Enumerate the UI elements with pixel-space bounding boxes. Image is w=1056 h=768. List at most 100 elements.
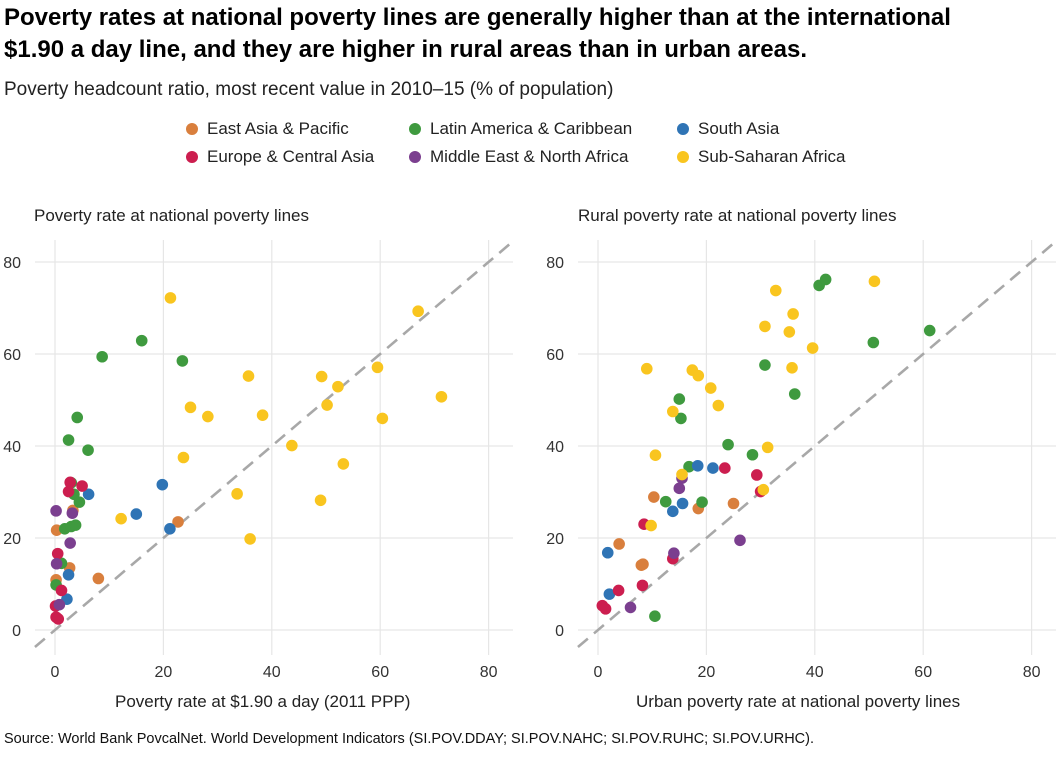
legend-swatch	[677, 123, 689, 135]
data-point	[64, 537, 76, 549]
gridlines	[578, 240, 1056, 655]
data-point	[435, 390, 448, 403]
data-point	[668, 547, 680, 559]
data-point	[722, 438, 734, 451]
x-tick-label: 0	[594, 664, 603, 681]
data-point	[649, 610, 661, 622]
data-point	[50, 505, 62, 517]
data-point	[923, 324, 936, 337]
data-point	[52, 613, 65, 625]
legend-item-middle-east-north-africa: Middle East & North Africa	[409, 147, 628, 167]
y-tick-label: 60	[546, 347, 564, 364]
left-panel-title: Poverty rate at national poverty lines	[34, 206, 309, 225]
data-point	[867, 336, 880, 349]
x-tick-label: 60	[914, 664, 932, 681]
data-point	[55, 584, 68, 597]
data-point	[69, 519, 82, 531]
data-point	[92, 572, 105, 585]
data-point	[599, 603, 612, 615]
data-point	[53, 598, 66, 611]
source-note: Source: World Bank PovcalNet. World Deve…	[4, 731, 815, 747]
data-point	[769, 284, 782, 297]
x-tick-label: 20	[698, 664, 716, 681]
y-tick-label: 20	[3, 531, 21, 548]
data-point	[676, 468, 688, 481]
data-point	[757, 483, 770, 496]
legend-label: Latin America & Caribbean	[430, 119, 633, 138]
data-point	[666, 405, 679, 418]
data-point	[691, 459, 704, 472]
data-point	[666, 505, 679, 518]
reference-line-y-equals-x	[577, 240, 1056, 649]
data-point	[727, 497, 740, 510]
data-point	[371, 361, 384, 374]
left-x-axis-label: Poverty rate at $1.90 a day (2011 PPP)	[115, 692, 411, 711]
data-point	[164, 523, 176, 535]
data-point	[759, 320, 771, 333]
data-point	[746, 448, 759, 461]
data-point	[696, 496, 708, 508]
data-point	[62, 569, 75, 581]
series-sub-saharan-africa	[640, 275, 881, 532]
legend-swatch	[186, 123, 198, 135]
data-point	[819, 273, 832, 286]
data-point	[613, 538, 625, 550]
data-point	[868, 275, 881, 288]
data-point	[636, 579, 649, 592]
data-point	[603, 588, 616, 600]
data-point	[712, 399, 725, 412]
y-tick-label: 40	[3, 439, 21, 456]
data-point	[286, 439, 298, 452]
data-point	[612, 584, 625, 597]
data-point	[707, 462, 719, 474]
data-point	[692, 369, 705, 382]
legend-item-latin-america-caribbean: Latin America & Caribbean	[409, 119, 632, 139]
data-point	[759, 359, 771, 371]
series-europe-central-asia	[596, 462, 767, 615]
data-point	[315, 370, 328, 383]
data-point	[314, 494, 327, 507]
data-point	[734, 534, 746, 547]
data-point	[761, 441, 774, 454]
legend-label: East Asia & Pacific	[207, 119, 349, 138]
data-point	[115, 512, 127, 525]
data-point	[788, 388, 801, 400]
x-tick-label: 20	[155, 664, 173, 681]
data-point	[66, 507, 79, 519]
legend-label: South Asia	[698, 119, 780, 138]
chart-legend: East Asia & Pacific Latin America & Cari…	[186, 119, 886, 175]
legend-item-sub-saharan-africa: Sub-Saharan Africa	[677, 147, 845, 167]
data-point	[130, 508, 143, 520]
y-tick-label: 0	[12, 623, 21, 640]
right-x-axis-label: Urban poverty rate at national poverty l…	[636, 692, 961, 711]
data-point	[601, 546, 614, 559]
page-title: Poverty rates at national poverty lines …	[4, 4, 951, 63]
data-point	[683, 460, 695, 473]
legend-swatch	[186, 151, 198, 163]
data-point	[172, 516, 184, 528]
data-point	[244, 533, 256, 545]
x-tick-label: 80	[480, 664, 498, 681]
x-tick-label: 40	[806, 664, 824, 681]
data-point	[648, 491, 660, 503]
data-point	[624, 601, 637, 614]
data-point	[242, 370, 255, 382]
data-point	[719, 462, 731, 474]
data-point	[256, 409, 269, 421]
x-tick-label: 40	[263, 664, 281, 681]
data-point	[156, 478, 169, 491]
x-tick-label: 60	[371, 664, 389, 681]
data-point	[659, 495, 672, 508]
series-latin-america-caribbean	[649, 273, 936, 622]
data-point	[62, 485, 75, 498]
data-point	[164, 292, 177, 304]
data-point	[176, 355, 189, 367]
data-point	[50, 557, 63, 570]
data-point	[202, 410, 214, 423]
x-tick-label: 0	[51, 664, 60, 681]
y-tick-label: 60	[3, 347, 21, 364]
y-tick-label: 20	[546, 531, 564, 548]
legend-label: Sub-Saharan Africa	[698, 147, 846, 166]
data-point	[787, 308, 799, 320]
